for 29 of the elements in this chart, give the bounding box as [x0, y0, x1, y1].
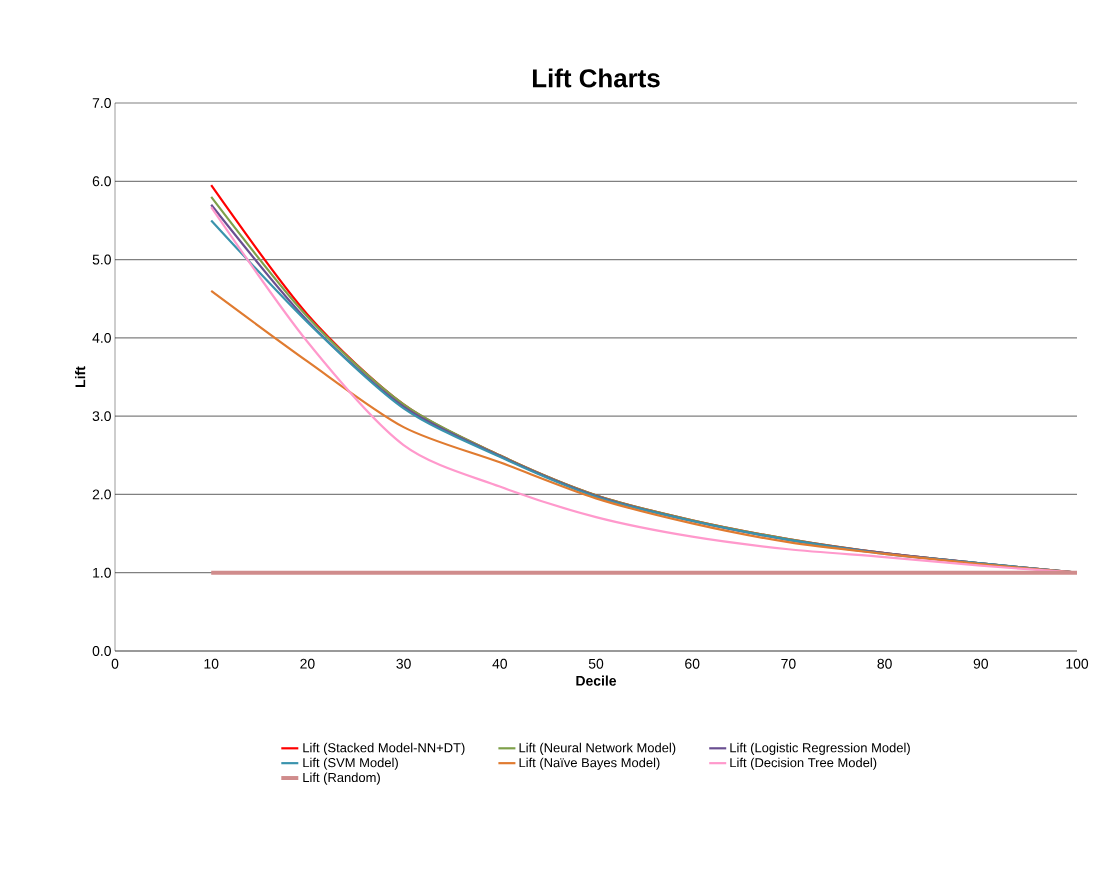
chart-title: Lift Charts [532, 68, 660, 88]
legend-label: Lift (Neural Network Model) [519, 742, 676, 755]
y-axis-title: Lift [75, 366, 86, 387]
y-tick-label: 5.0 [92, 254, 111, 265]
y-tick-label: 4.0 [92, 332, 111, 343]
x-tick-label: 50 [588, 658, 604, 669]
y-tick-label: 3.0 [92, 411, 111, 422]
x-tick-label: 60 [685, 658, 700, 669]
legend-label: Lift (Decision Tree Model) [730, 757, 877, 770]
x-tick-label: 80 [877, 658, 892, 669]
legend-label: Lift (Naïve Bayes Model) [519, 757, 660, 770]
y-tick-label: 6.0 [92, 176, 111, 187]
legend-label: Lift (Random) [303, 772, 380, 785]
legend-label: Lift (Stacked Model-NN+DT) [303, 742, 465, 755]
x-tick-label: 10 [204, 658, 219, 669]
y-tick-label: 2.0 [92, 489, 111, 500]
legend-label: Lift (Logistic Regression Model) [730, 742, 910, 755]
x-tick-label: 20 [300, 658, 315, 669]
x-tick-label: 100 [1066, 658, 1089, 669]
legend-label: Lift (SVM Model) [303, 757, 398, 770]
x-axis-title: Decile [576, 675, 617, 686]
x-tick-label: 70 [781, 658, 796, 669]
y-tick-label: 0.0 [92, 646, 111, 656]
y-tick-label: 7.0 [92, 98, 111, 108]
y-tick-label: 1.0 [93, 567, 111, 578]
x-tick-label: 90 [973, 658, 989, 669]
x-tick-label: 40 [492, 658, 508, 669]
x-tick-label: 30 [396, 658, 411, 669]
x-tick-label: 0 [111, 658, 119, 669]
